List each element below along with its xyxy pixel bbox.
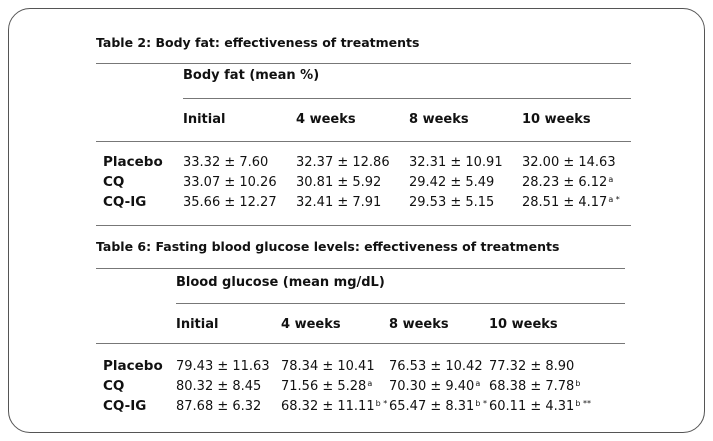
table-rule-bottom bbox=[96, 225, 631, 226]
cell-value: 30.81 ± 5.92 bbox=[296, 175, 382, 190]
table-cell: 70.30 ± 9.40a bbox=[389, 379, 480, 394]
cell-value: 32.00 ± 14.63 bbox=[522, 155, 616, 170]
column-header: 10 weeks bbox=[522, 112, 591, 127]
table-cell: 29.42 ± 5.49 bbox=[409, 175, 494, 190]
table-rule-top bbox=[96, 268, 625, 269]
column-header: 4 weeks bbox=[296, 112, 356, 127]
column-header: Initial bbox=[176, 317, 219, 332]
significance-marker: b * bbox=[475, 399, 487, 408]
cell-value: 32.31 ± 10.91 bbox=[409, 155, 503, 170]
cell-value: 71.56 ± 5.28 bbox=[281, 379, 367, 394]
cell-value: 79.43 ± 11.63 bbox=[176, 359, 270, 374]
table-rule-header bbox=[96, 343, 625, 344]
cell-value: 35.66 ± 12.27 bbox=[183, 195, 277, 210]
cell-value: 29.42 ± 5.49 bbox=[409, 175, 495, 190]
significance-marker: a bbox=[475, 379, 481, 388]
row-label: Placebo bbox=[103, 358, 163, 374]
cell-value: 77.32 ± 8.90 bbox=[489, 359, 575, 374]
cell-value: 80.32 ± 8.45 bbox=[176, 379, 262, 394]
table-cell: 35.66 ± 12.27 bbox=[183, 195, 277, 210]
table-cell: 33.32 ± 7.60 bbox=[183, 155, 268, 170]
column-header: Initial bbox=[183, 112, 226, 127]
cell-value: 32.37 ± 12.86 bbox=[296, 155, 390, 170]
cell-value: 87.68 ± 6.32 bbox=[176, 399, 262, 414]
significance-marker: a bbox=[608, 175, 614, 184]
table-cell: 78.34 ± 10.41 bbox=[281, 359, 375, 374]
group-header: Blood glucose (mean mg/dL) bbox=[176, 275, 385, 290]
significance-marker: b * bbox=[375, 399, 388, 408]
cell-value: 32.41 ± 7.91 bbox=[296, 195, 382, 210]
cell-value: 68.32 ± 11.11 bbox=[281, 399, 375, 414]
table-cell: 32.31 ± 10.91 bbox=[409, 155, 503, 170]
cell-value: 76.53 ± 10.42 bbox=[389, 359, 483, 374]
row-label: Placebo bbox=[103, 154, 163, 170]
table-cell: 71.56 ± 5.28a bbox=[281, 379, 372, 394]
row-label: CQ-IG bbox=[103, 398, 147, 414]
table-title: Table 2: Body fat: effectiveness of trea… bbox=[96, 35, 420, 50]
table-cell: 33.07 ± 10.26 bbox=[183, 175, 277, 190]
significance-marker: b ** bbox=[575, 399, 591, 408]
table-cell: 68.38 ± 7.78b bbox=[489, 379, 580, 394]
table-cell: 76.53 ± 10.42 bbox=[389, 359, 483, 374]
document-frame bbox=[8, 8, 705, 433]
table-cell: 65.47 ± 8.31b * bbox=[389, 399, 487, 414]
table-cell: 80.32 ± 8.45 bbox=[176, 379, 261, 394]
table-cell: 87.68 ± 6.32 bbox=[176, 399, 261, 414]
table-cell: 30.81 ± 5.92 bbox=[296, 175, 381, 190]
column-header: 8 weeks bbox=[409, 112, 469, 127]
table-cell: 32.00 ± 14.63 bbox=[522, 155, 616, 170]
table-cell: 60.11 ± 4.31b ** bbox=[489, 399, 591, 414]
column-header: 8 weeks bbox=[389, 317, 449, 332]
cell-value: 68.38 ± 7.78 bbox=[489, 379, 575, 394]
cell-value: 33.32 ± 7.60 bbox=[183, 155, 269, 170]
table-cell: 29.53 ± 5.15 bbox=[409, 195, 494, 210]
table-rule-top bbox=[96, 63, 631, 64]
row-label: CQ-IG bbox=[103, 194, 147, 210]
significance-marker: a * bbox=[608, 195, 620, 204]
table-cell: 28.51 ± 4.17a * bbox=[522, 195, 620, 210]
table-rule-header bbox=[96, 141, 631, 142]
significance-marker: a bbox=[367, 379, 373, 388]
table-cell: 32.37 ± 12.86 bbox=[296, 155, 390, 170]
table-cell: 32.41 ± 7.91 bbox=[296, 195, 381, 210]
cell-value: 29.53 ± 5.15 bbox=[409, 195, 495, 210]
cell-value: 78.34 ± 10.41 bbox=[281, 359, 375, 374]
table-title: Table 6: Fasting blood glucose levels: e… bbox=[96, 239, 560, 254]
cell-value: 70.30 ± 9.40 bbox=[389, 379, 475, 394]
table-cell: 79.43 ± 11.63 bbox=[176, 359, 270, 374]
group-header: Body fat (mean %) bbox=[183, 68, 320, 83]
cell-value: 65.47 ± 8.31 bbox=[389, 399, 475, 414]
cell-value: 33.07 ± 10.26 bbox=[183, 175, 277, 190]
row-label: CQ bbox=[103, 378, 125, 394]
table-rule-sub bbox=[183, 98, 631, 99]
column-header: 10 weeks bbox=[489, 317, 558, 332]
column-header: 4 weeks bbox=[281, 317, 341, 332]
table-cell: 28.23 ± 6.12a bbox=[522, 175, 613, 190]
cell-value: 28.51 ± 4.17 bbox=[522, 195, 608, 210]
table-rule-sub bbox=[176, 303, 625, 304]
cell-value: 28.23 ± 6.12 bbox=[522, 175, 608, 190]
significance-marker: b bbox=[575, 379, 581, 388]
table-cell: 68.32 ± 11.11b * bbox=[281, 399, 387, 414]
table-cell: 77.32 ± 8.90 bbox=[489, 359, 574, 374]
row-label: CQ bbox=[103, 174, 125, 190]
cell-value: 60.11 ± 4.31 bbox=[489, 399, 575, 414]
